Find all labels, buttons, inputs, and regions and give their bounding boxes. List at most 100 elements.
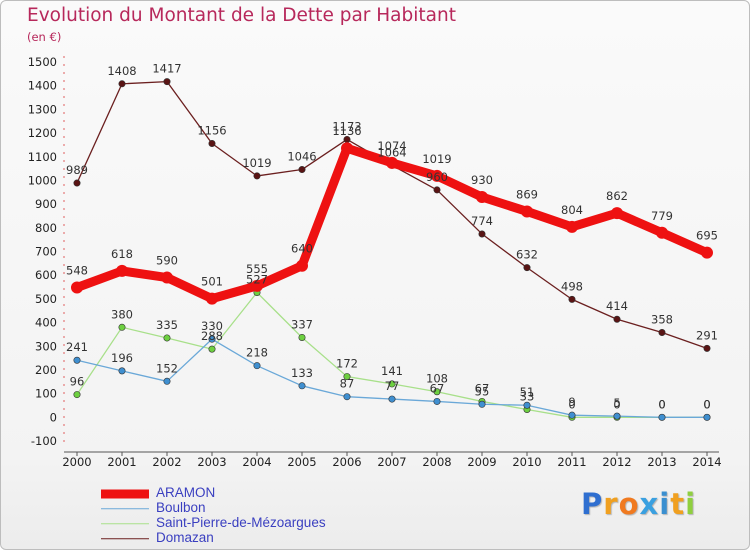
y-tick-label: 1500 [28, 55, 57, 69]
x-tick-label: 2006 [332, 455, 361, 469]
x-tick-label: 2011 [557, 455, 586, 469]
data-label-saint-pierre-de-mezoargues: 96 [70, 375, 85, 389]
data-point-saint-pierre-de-mezoargues [343, 373, 351, 381]
data-label-domazan: 498 [561, 279, 583, 293]
data-label-saint-pierre-de-mezoargues: 0 [703, 397, 710, 411]
data-point-boulbon [118, 367, 126, 375]
series-layer [71, 78, 713, 421]
y-tick-label: 600 [35, 268, 57, 282]
logo-letter: i [685, 487, 697, 521]
data-label-aramon: 1019 [422, 152, 451, 166]
data-label-aramon: 862 [606, 189, 628, 203]
data-point-aramon [701, 246, 713, 259]
data-point-saint-pierre-de-mezoargues [433, 388, 441, 396]
data-point-domazan [298, 166, 306, 174]
data-label-aramon: 640 [291, 242, 313, 256]
data-label-boulbon: 152 [156, 361, 178, 375]
data-label-aramon: 695 [696, 229, 718, 243]
data-point-aramon [521, 205, 533, 218]
data-point-boulbon [478, 400, 486, 408]
data-point-domazan [523, 264, 531, 272]
data-point-saint-pierre-de-mezoargues [118, 323, 126, 331]
data-point-saint-pierre-de-mezoargues [163, 334, 171, 342]
x-tick-label: 2008 [422, 455, 451, 469]
data-point-boulbon [163, 377, 171, 385]
data-label-boulbon: 67 [430, 381, 445, 395]
data-label-boulbon: 330 [201, 319, 223, 333]
data-point-saint-pierre-de-mezoargues [73, 391, 81, 399]
x-tick-label: 2014 [692, 455, 721, 469]
logo-letter: P [581, 487, 604, 521]
data-point-aramon [386, 156, 398, 169]
data-label-saint-pierre-de-mezoargues: 172 [336, 357, 358, 371]
data-point-domazan [208, 139, 216, 147]
data-label-domazan: 1064 [377, 145, 406, 159]
y-tick-label: 300 [35, 339, 57, 353]
data-point-aramon [656, 226, 668, 239]
x-tick-label: 2004 [242, 455, 271, 469]
data-point-aramon [71, 281, 83, 294]
y-tick-label: 1400 [28, 79, 57, 93]
data-label-domazan: 1156 [197, 123, 226, 137]
x-tick-label: 2009 [467, 455, 496, 469]
data-label-aramon: 501 [201, 275, 223, 289]
data-label-aramon: 930 [471, 173, 493, 187]
data-label-boulbon: 51 [520, 385, 535, 399]
data-label-saint-pierre-de-mezoargues: 337 [291, 317, 313, 331]
data-point-saint-pierre-de-mezoargues [388, 380, 396, 388]
data-label-aramon: 618 [111, 247, 133, 261]
data-label-domazan: 989 [66, 163, 88, 177]
legend-label: Saint-Pierre-de-Mézoargues [156, 515, 326, 530]
x-tick-label: 2000 [62, 455, 91, 469]
y-tick-label: 1200 [28, 126, 57, 140]
data-point-boulbon [343, 393, 351, 401]
legend-label: Domazan [156, 530, 214, 545]
data-label-aramon: 1074 [377, 139, 406, 153]
data-label-aramon: 590 [156, 254, 178, 268]
data-point-boulbon [388, 395, 396, 403]
y-tick-label: 700 [35, 245, 57, 259]
data-label-domazan: 960 [426, 170, 448, 184]
data-label-boulbon: 0 [703, 397, 710, 411]
data-point-boulbon [433, 397, 441, 405]
data-label-saint-pierre-de-mezoargues: 67 [475, 381, 490, 395]
data-point-aramon [476, 191, 488, 204]
logo-letter: t [670, 487, 686, 521]
logo-letter: r [603, 487, 619, 521]
y-tick-label: 1100 [28, 150, 57, 164]
y-tick-label: 1000 [28, 173, 57, 187]
logo-letter: o [618, 487, 640, 521]
data-point-boulbon [703, 413, 711, 421]
data-point-boulbon [523, 401, 531, 409]
data-label-aramon: 779 [651, 209, 673, 223]
data-label-boulbon: 218 [246, 346, 268, 360]
axes: -100010020030040050060070080090010001100… [28, 55, 722, 469]
data-label-domazan: 1173 [332, 119, 361, 133]
chart-subtitle: (en €) [27, 30, 62, 44]
data-label-boulbon: 196 [111, 351, 133, 365]
data-label-saint-pierre-de-mezoargues: 33 [520, 389, 535, 403]
data-point-aramon [431, 169, 443, 182]
data-label-boulbon: 241 [66, 340, 88, 354]
data-label-boulbon: 9 [568, 395, 575, 409]
data-label-saint-pierre-de-mezoargues: 380 [111, 307, 133, 321]
data-point-saint-pierre-de-mezoargues [298, 333, 306, 341]
data-label-saint-pierre-de-mezoargues: 335 [156, 318, 178, 332]
data-label-aramon: 869 [516, 187, 538, 201]
x-tick-label: 2010 [512, 455, 541, 469]
data-point-saint-pierre-de-mezoargues [208, 345, 216, 353]
data-label-domazan: 774 [471, 214, 493, 228]
data-label-aramon: 548 [66, 264, 88, 278]
data-point-boulbon [613, 412, 621, 420]
data-point-domazan [703, 344, 711, 352]
proxiti-logo: Proxiti [581, 487, 696, 521]
data-point-domazan [163, 78, 171, 86]
data-label-domazan: 1019 [242, 156, 271, 170]
data-label-aramon: 1136 [332, 124, 361, 138]
data-point-domazan [478, 230, 486, 238]
legend-swatch [101, 516, 149, 531]
logo-letter: x [639, 487, 660, 521]
data-label-saint-pierre-de-mezoargues: 527 [246, 272, 268, 286]
